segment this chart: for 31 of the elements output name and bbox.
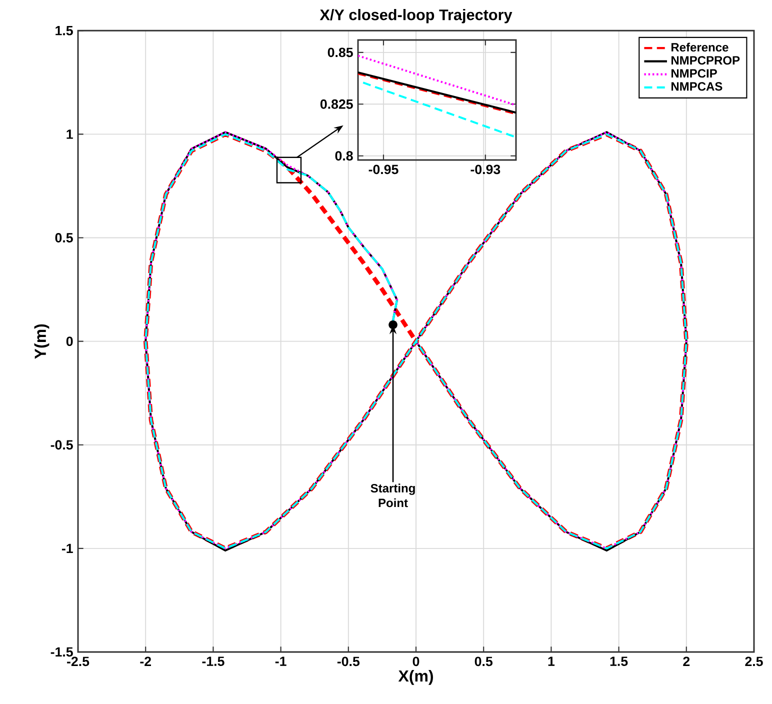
x-axis-title: X(m) [398,670,433,685]
x-tick-label: -0.95 [368,164,398,174]
legend-label: Reference [671,42,728,52]
y-tick-label: -0.5 [50,440,73,450]
x-tick-label: 1.5 [610,656,628,666]
x-tick-label: 2.5 [745,656,763,666]
y-tick-label: 0 [66,336,73,346]
y-tick-label: 0.8 [335,151,353,161]
y-axis-title: Y(m) [34,324,50,359]
y-tick-label: 0.825 [320,99,353,109]
y-tick-label: 1 [66,130,73,139]
y-tick-label: 0.85 [328,48,353,58]
y-tick-label: -1 [62,544,73,554]
x-tick-label: -0.5 [337,656,360,666]
y-tick-label: -1.5 [50,647,73,657]
chart-title: X/Y closed-loop Trajectory [320,9,512,24]
x-tick-label: 1 [548,656,555,666]
annotation: Starting Point [370,484,415,508]
x-tick-label: -2.5 [67,656,90,666]
x-tick-label: -1 [275,656,286,666]
legend-label: NMPCIP [671,69,717,78]
x-tick-label: 2 [683,656,690,666]
x-tick-label: -2 [140,656,151,666]
y-tick-label: 0.5 [55,233,73,242]
y-tick-label: 1.5 [56,26,73,36]
x-tick-label: -1.5 [202,656,224,666]
legend-label: NMPCAS [671,82,722,91]
x-tick-label: -0.93 [470,164,500,174]
legend-label: NMPCPROP [671,56,740,65]
x-tick-label: 0.5 [474,656,492,666]
x-tick-label: 0 [412,656,420,666]
